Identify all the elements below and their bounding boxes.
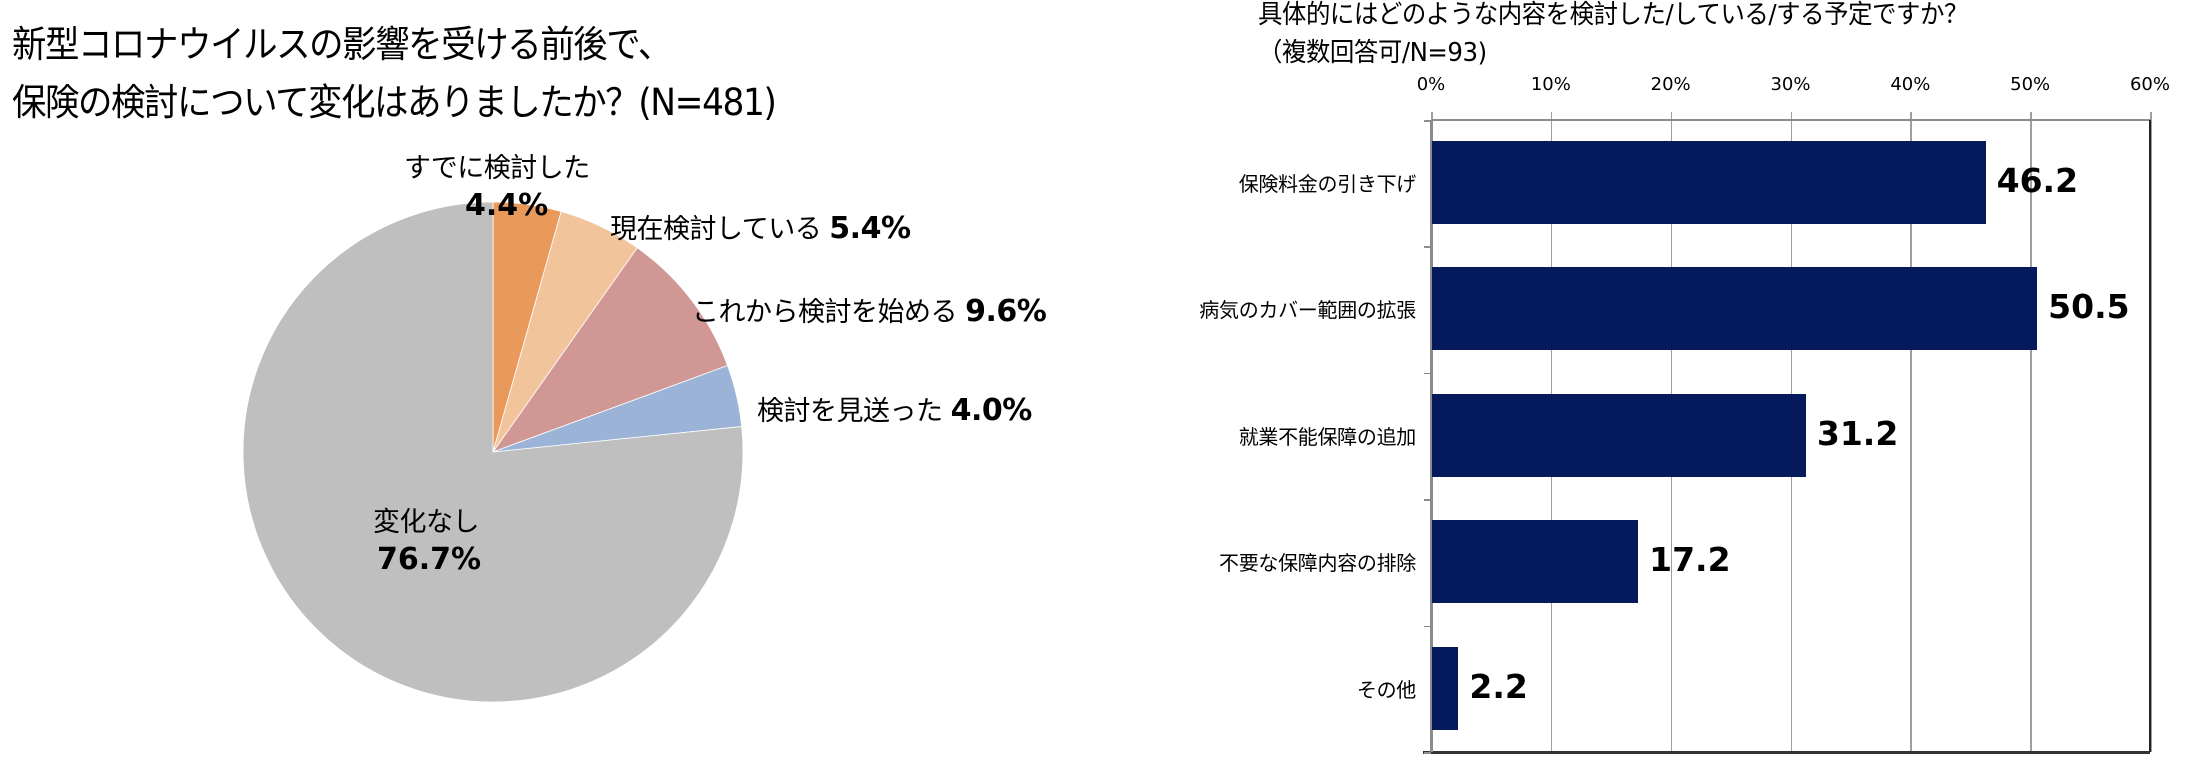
pie-value-already: 4.4% <box>465 188 549 223</box>
bar-value-label: 50.5 <box>2048 287 2130 327</box>
top-axis-line <box>1431 119 2150 121</box>
tick-mark <box>1670 112 1673 120</box>
category-label: 病気のカバー範囲の拡張 <box>1199 298 1416 323</box>
bar-3 <box>1432 393 1806 477</box>
pie-title-line2: 保険の検討について変化はありましたか？(N=481) <box>12 81 777 124</box>
tick-mark <box>2030 112 2032 120</box>
x-tick-label: 30% <box>1770 74 1811 95</box>
x-tick-label: 10% <box>1530 74 1571 95</box>
tick-mark <box>1550 112 1553 120</box>
y-axis-line <box>1430 120 1433 752</box>
bar-5 <box>1432 646 1459 730</box>
x-tick-label: 60% <box>2129 74 2170 95</box>
bar-title-line1: 具体的にはどのような内容を検討した/している/する予定ですか？ <box>1258 0 1968 30</box>
pie-label-postponed: 検討を見送った 4.0% <box>757 393 1032 428</box>
bar-value-label: 46.2 <box>1996 161 2079 200</box>
bar-value-label: 31.2 <box>1816 413 1899 453</box>
category-tick <box>1424 625 1431 628</box>
tick-mark <box>1431 112 1433 120</box>
pie-slice-no-change <box>242 201 744 703</box>
pie-value-no-change: 76.7% <box>377 542 482 577</box>
tick-mark <box>1790 112 1792 120</box>
pie-label-no-change: 変化なし <box>373 507 480 538</box>
category-label: 保険料金の引き下げ <box>1238 172 1417 196</box>
category-tick <box>1424 752 1431 754</box>
gridline <box>2030 120 2032 752</box>
bar-value-label: 17.2 <box>1649 540 1731 580</box>
x-tick-label: 40% <box>1890 74 1931 95</box>
bottom-axis-line <box>1423 751 2150 754</box>
pie-label-currently: 現在検討している 5.4% <box>610 211 911 246</box>
bar-4 <box>1432 520 1639 604</box>
tick-mark <box>1910 112 1912 120</box>
category-label: 就業不能保障の追加 <box>1238 424 1417 449</box>
pie-chart-title: 新型コロナウイルスの影響を受ける前後で、 保険の検討について変化はありましたか？… <box>12 16 777 132</box>
x-tick-label: 50% <box>2010 74 2051 95</box>
category-tick <box>1424 120 1431 122</box>
x-tick-label: 0% <box>1416 74 1446 95</box>
category-label: その他 <box>1356 677 1416 702</box>
tick-mark <box>2150 112 2152 120</box>
x-tick-label: 20% <box>1650 74 1691 95</box>
pie-title-line1: 新型コロナウイルスの影響を受ける前後で、 <box>12 23 672 66</box>
bar-value-label: 2.2 <box>1469 666 1528 706</box>
category-label: 不要な保障内容の排除 <box>1219 551 1416 576</box>
bar-1 <box>1432 141 1986 224</box>
pie-label-already: すでに検討した <box>404 153 590 184</box>
pie-slices <box>242 201 744 703</box>
category-tick <box>1424 499 1431 501</box>
bar-chart-title: 具体的にはどのような内容を検討した/している/する予定ですか？ （複数回答可/N… <box>1258 0 1968 72</box>
bar-2 <box>1432 267 2038 351</box>
pie-chart <box>242 201 744 703</box>
category-tick <box>1424 246 1431 248</box>
gridline <box>1910 120 1912 752</box>
pie-label-will-start: これから検討を始める 9.6% <box>692 294 1047 329</box>
plot-border-right <box>2149 120 2151 752</box>
bar-title-line2: （複数回答可/N=93) <box>1258 38 1487 68</box>
pie-slice-will-start <box>491 247 729 453</box>
category-tick <box>1424 372 1431 375</box>
